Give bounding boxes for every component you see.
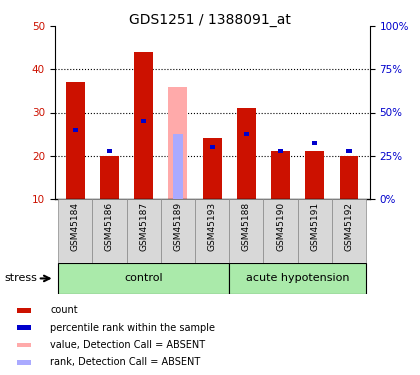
Bar: [332, 199, 366, 262]
Bar: [244, 132, 249, 136]
Text: GSM45188: GSM45188: [242, 202, 251, 251]
Bar: [298, 199, 332, 262]
Bar: [305, 151, 324, 199]
Text: GSM45191: GSM45191: [310, 202, 319, 251]
Bar: [278, 149, 283, 153]
Bar: [58, 199, 92, 262]
Bar: [340, 156, 359, 199]
Bar: [134, 52, 153, 199]
Bar: [229, 199, 263, 262]
Bar: [17, 308, 31, 313]
Text: GSM45192: GSM45192: [344, 202, 354, 251]
Text: GSM45186: GSM45186: [105, 202, 114, 251]
Bar: [237, 108, 256, 199]
Bar: [203, 138, 221, 199]
Bar: [161, 199, 195, 262]
Bar: [229, 262, 366, 294]
Text: percentile rank within the sample: percentile rank within the sample: [50, 323, 215, 333]
Bar: [346, 149, 352, 153]
Bar: [141, 119, 146, 123]
Text: acute hypotension: acute hypotension: [246, 273, 349, 284]
Bar: [100, 156, 119, 199]
Text: value, Detection Call = ABSENT: value, Detection Call = ABSENT: [50, 340, 205, 350]
Bar: [66, 82, 84, 199]
Text: GSM45189: GSM45189: [173, 202, 182, 251]
Text: count: count: [50, 305, 78, 315]
Text: stress: stress: [4, 273, 37, 284]
Bar: [312, 141, 318, 145]
Text: GSM45193: GSM45193: [207, 202, 217, 251]
Text: GSM45184: GSM45184: [71, 202, 80, 251]
Bar: [271, 151, 290, 199]
Bar: [92, 199, 126, 262]
Bar: [168, 87, 187, 199]
Bar: [173, 134, 183, 199]
Bar: [58, 262, 229, 294]
Text: rank, Detection Call = ABSENT: rank, Detection Call = ABSENT: [50, 357, 201, 368]
Bar: [126, 199, 161, 262]
Bar: [263, 199, 298, 262]
Bar: [107, 149, 112, 153]
Bar: [195, 199, 229, 262]
Text: control: control: [124, 273, 163, 284]
Bar: [17, 343, 31, 347]
Text: GSM45187: GSM45187: [139, 202, 148, 251]
Text: GDS1251 / 1388091_at: GDS1251 / 1388091_at: [129, 13, 291, 27]
Bar: [210, 145, 215, 149]
Text: GSM45190: GSM45190: [276, 202, 285, 251]
Bar: [17, 326, 31, 330]
Bar: [17, 360, 31, 365]
Bar: [73, 128, 78, 132]
